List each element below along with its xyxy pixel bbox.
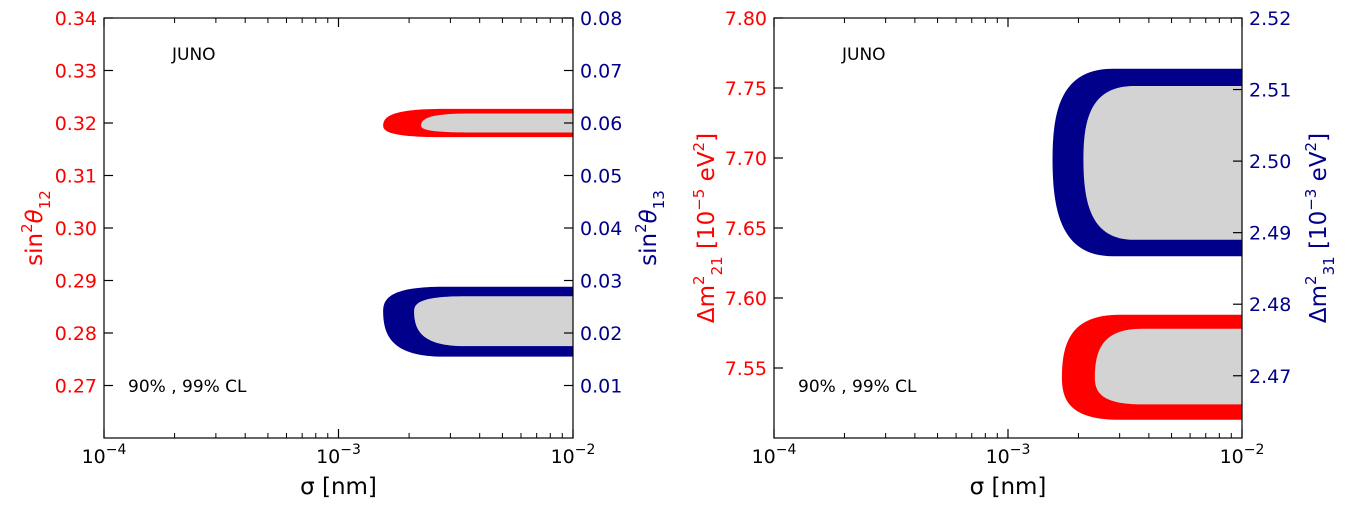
- confidence-level-label: 90% , 99% CL: [798, 377, 917, 397]
- x-tick-label: 10−2: [551, 442, 596, 468]
- y-right-tick-label: 0.08: [580, 8, 622, 30]
- y-left-tick-label: 0.27: [55, 376, 97, 398]
- contour-regions: [383, 108, 573, 357]
- panel-mass-splittings: 10−4 10−3 10−2 7.55 7.60 7.65 7.70 7.75 7.80 2.47…: [690, 8, 1338, 500]
- contour-regions: [1052, 68, 1242, 420]
- y-right-axis-label: sin2θ13: [632, 190, 668, 266]
- y-right-tick-label: 0.03: [580, 271, 622, 293]
- plot-frame: [103, 17, 574, 439]
- y-left-tick-label: 0.30: [55, 218, 97, 240]
- y-right-tick-label: 2.52: [1249, 8, 1291, 30]
- x-tick-label: 10−4: [82, 442, 127, 468]
- y-left-axis-label: Δm221 [10−5 eV2]: [690, 133, 726, 323]
- y-right-tick-label: 0.07: [580, 61, 622, 83]
- x-axis-label: σ [nm]: [970, 474, 1047, 500]
- y-right-tick-label: 0.01: [580, 376, 622, 398]
- y-left-tick-label: 0.28: [55, 323, 97, 345]
- contour-left-90pct: [421, 113, 573, 133]
- confidence-level-label: 90% , 99% CL: [128, 377, 247, 397]
- y-right-tick-label: 0.06: [580, 113, 622, 135]
- y-right-tick-label: 2.51: [1249, 80, 1291, 102]
- y-right-axis-label: Δm231 [10−3 eV2]: [1302, 133, 1338, 323]
- y-left-tick-label: 7.65: [725, 218, 767, 240]
- contour-right-90pct: [1083, 85, 1242, 240]
- x-tick-label: 10−3: [986, 442, 1031, 468]
- y-left-tick-label: 7.55: [725, 358, 767, 380]
- x-tick-label: 10−3: [316, 442, 361, 468]
- tick-marks: 10−4 10−3 10−2 0.27 0.28 0.29 0.30 0.31 0.32 0.33…: [55, 8, 623, 468]
- experiment-label: JUNO: [841, 45, 886, 65]
- y-right-tick-label: 2.49: [1249, 223, 1291, 245]
- x-tick-label: 10−4: [752, 442, 797, 468]
- y-right-tick-label: 2.50: [1249, 151, 1291, 173]
- contour-right-90pct: [414, 296, 573, 347]
- y-left-tick-label: 7.60: [725, 288, 767, 310]
- y-left-tick-label: 7.80: [725, 8, 767, 30]
- y-right-tick-label: 2.47: [1249, 366, 1291, 388]
- x-tick-label: 10−2: [1220, 442, 1265, 468]
- y-left-tick-label: 7.70: [725, 148, 767, 170]
- y-right-tick-label: 2.48: [1249, 294, 1291, 316]
- y-left-tick-label: 0.34: [55, 8, 97, 30]
- y-left-tick-label: 0.29: [55, 271, 97, 293]
- y-right-tick-label: 0.04: [580, 218, 622, 240]
- y-left-tick-label: 0.32: [55, 113, 97, 135]
- y-right-tick-label: 0.02: [580, 323, 622, 345]
- experiment-label: JUNO: [171, 45, 216, 65]
- x-axis-label: σ [nm]: [300, 474, 377, 500]
- y-left-tick-label: 7.75: [725, 78, 767, 100]
- contour-left-90pct: [1094, 328, 1242, 405]
- tick-marks: 10−4 10−3 10−2 7.55 7.60 7.65 7.70 7.75 7.80 2.47…: [725, 8, 1292, 468]
- panel-mixing-angles: 10−4 10−3 10−2 0.27 0.28 0.29 0.30 0.31 0.32 0.33…: [18, 8, 668, 500]
- y-right-tick-label: 0.05: [580, 166, 622, 188]
- y-left-tick-label: 0.33: [55, 61, 97, 83]
- y-left-tick-label: 0.31: [55, 166, 97, 188]
- y-left-axis-label: sin2θ12: [18, 190, 54, 266]
